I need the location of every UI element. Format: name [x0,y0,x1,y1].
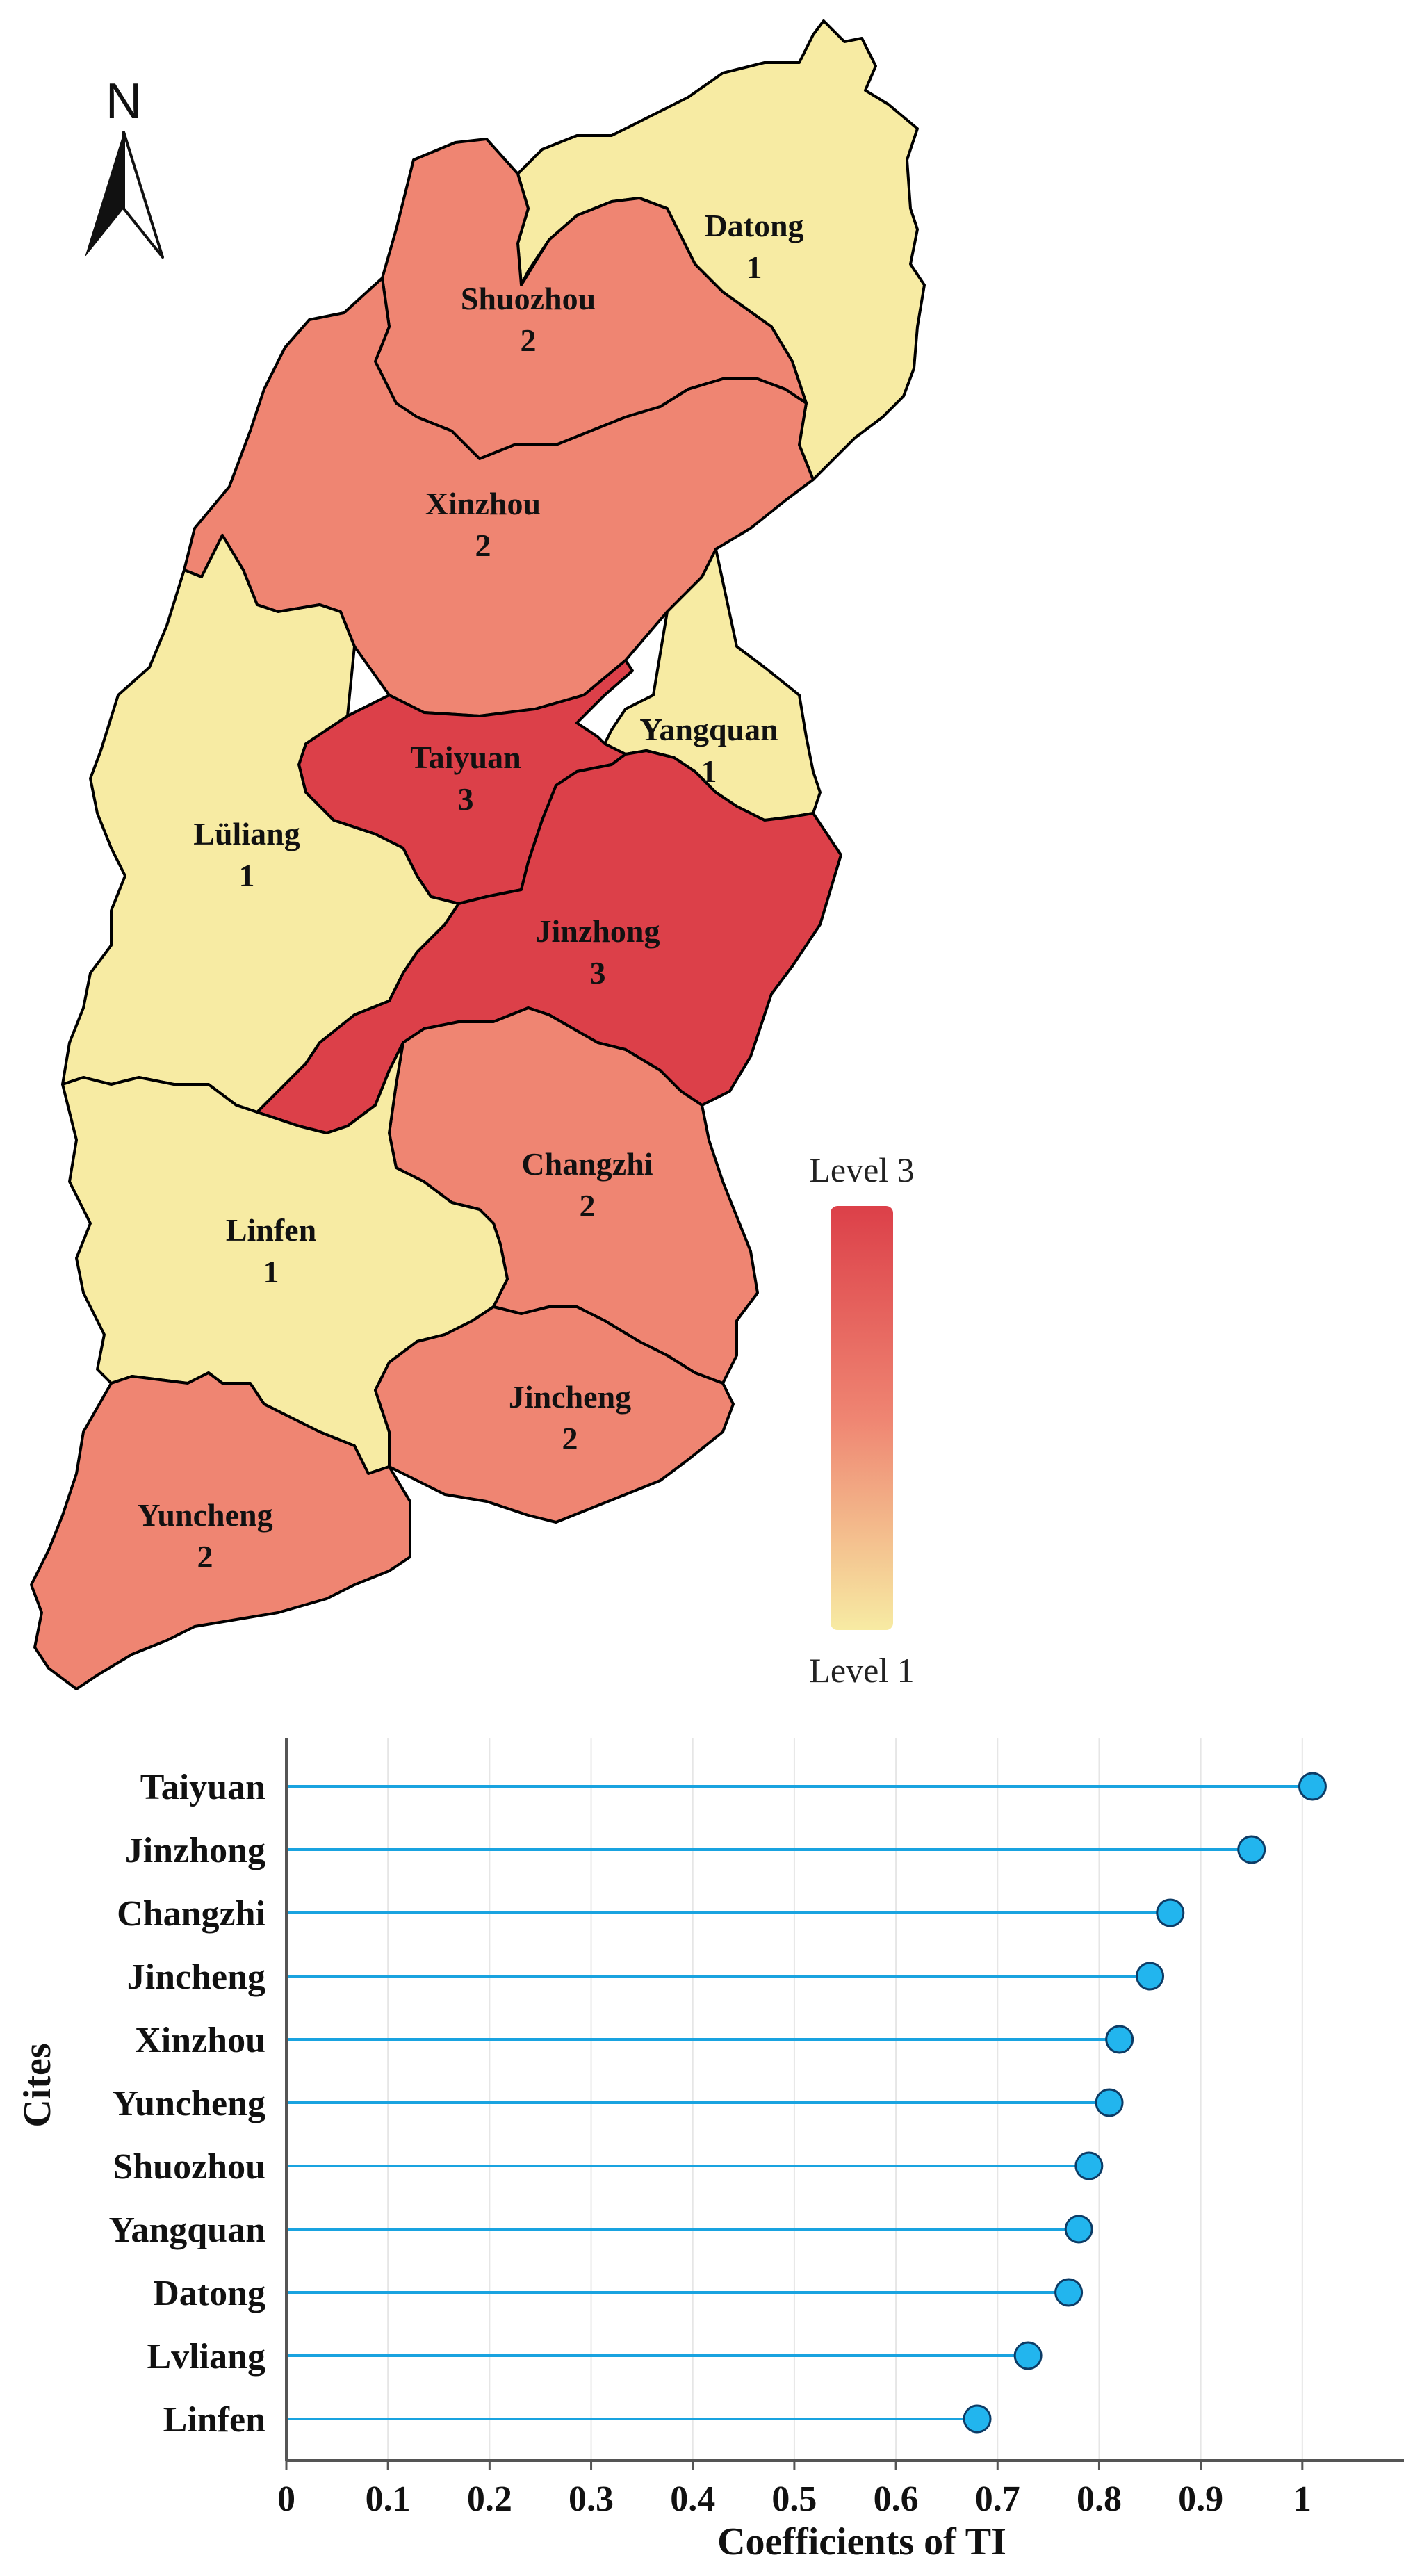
label-yuncheng-name: Yuncheng [137,1497,272,1533]
lollipop-marker[interactable] [963,2404,992,2434]
lollipop-marker[interactable] [1237,1835,1266,1864]
x-tick-label: 0.1 [366,2479,411,2519]
label-yangquan-level: 1 [701,753,717,789]
label-changzhi-level: 2 [580,1188,596,1223]
label-shuozhou-level: 2 [521,323,537,358]
label-xinzhou-name: Xinzhou [425,486,541,521]
label-linfen-name: Linfen [226,1212,316,1248]
label-jincheng-level: 2 [562,1421,578,1456]
x-tick-label: 0.3 [569,2479,614,2519]
y-tick-label: Shuozhou [113,2147,265,2187]
label-changzhi-name: Changzhi [521,1146,653,1182]
y-tick-label: Changzhi [117,1894,265,1934]
region-yuncheng[interactable] [30,1371,411,1690]
y-tick-label: Jinzhong [125,1831,265,1870]
x-tick-label: 0.7 [975,2479,1020,2519]
level-legend: Level 3 Level 1 [809,1150,914,1690]
label-linfen-level: 1 [263,1254,279,1289]
north-arrow-label: N [106,74,142,129]
x-tick-label: 0.2 [467,2479,512,2519]
north-arrow-icon [85,131,164,259]
north-arrow: N [85,74,164,259]
lollipop-marker[interactable] [1156,1898,1185,1927]
y-tick-label: Datong [153,2274,265,2313]
y-tick-label: Jincheng [127,1957,265,1997]
y-tick-label: Yuncheng [112,2084,265,2123]
x-tick-label: 0.8 [1077,2479,1122,2519]
label-datong-level: 1 [746,250,762,285]
label-yuncheng-level: 2 [197,1539,213,1574]
lollipop-marker[interactable] [1095,2088,1124,2117]
lollipop-marker[interactable] [1074,2151,1104,2180]
lollipop-marker[interactable] [1136,1962,1165,1991]
chart-markers [963,1772,1327,2434]
y-tick-label: Yangquan [109,2210,266,2250]
x-tick-label: 0 [277,2479,295,2519]
y-tick-labels: Taiyuan Jinzhong Changzhi Jincheng Xinzhou Yu… [109,1768,266,2440]
shanxi-map: N Datong 1 Shuozhou 2 Xinzhou 2 Yangquan… [30,19,926,1690]
y-tick-label: Lvliang [147,2337,266,2377]
chart-stems [286,1785,1313,2420]
label-luliang-name: Lüliang [193,816,300,851]
x-axis-title: Coefficients of TI [717,2520,1006,2563]
x-tick-label: 0.4 [670,2479,715,2519]
x-tick-label: 0.5 [771,2479,817,2519]
lollipop-marker[interactable] [1298,1772,1327,1801]
label-shuozhou-name: Shuozhou [461,281,596,316]
legend-bottom-label: Level 1 [809,1651,914,1690]
label-luliang-level: 1 [239,858,255,893]
label-yangquan-name: Yangquan [639,712,778,747]
lollipop-marker[interactable] [1105,2025,1134,2054]
label-jinzhong-name: Jinzhong [536,913,660,949]
label-datong-name: Datong [704,208,803,243]
x-tick-label: 1 [1293,2479,1311,2519]
region-jincheng[interactable] [374,1305,735,1524]
chart-gridlines [387,1738,1303,2461]
legend-top-label: Level 3 [809,1150,914,1189]
lollipop-marker[interactable] [1013,2341,1043,2370]
y-tick-label: Linfen [163,2400,265,2440]
x-tick-labels: 0 0.1 0.2 0.3 0.4 0.5 0.6 0.7 0.8 0.9 1 [277,2461,1311,2519]
legend-color-bar [831,1206,893,1630]
lollipop-chart: Taiyuan Jinzhong Changzhi Jincheng Xinzhou Yu… [16,1738,1404,2563]
label-jinzhong-level: 3 [590,955,606,991]
label-taiyuan-name: Taiyuan [410,740,521,775]
y-axis-title: Cites [16,2043,59,2127]
region-labels: Datong 1 Shuozhou 2 Xinzhou 2 Yangquan 1… [137,208,803,1574]
label-jincheng-name: Jincheng [509,1379,631,1415]
y-tick-label: Taiyuan [140,1768,265,1807]
y-tick-label: Xinzhou [135,2021,265,2060]
lollipop-marker[interactable] [1054,2278,1084,2307]
x-tick-label: 0.6 [874,2479,919,2519]
label-taiyuan-level: 3 [458,781,474,817]
label-xinzhou-level: 2 [475,528,491,563]
lollipop-marker[interactable] [1064,2215,1093,2244]
x-tick-label: 0.9 [1178,2479,1223,2519]
